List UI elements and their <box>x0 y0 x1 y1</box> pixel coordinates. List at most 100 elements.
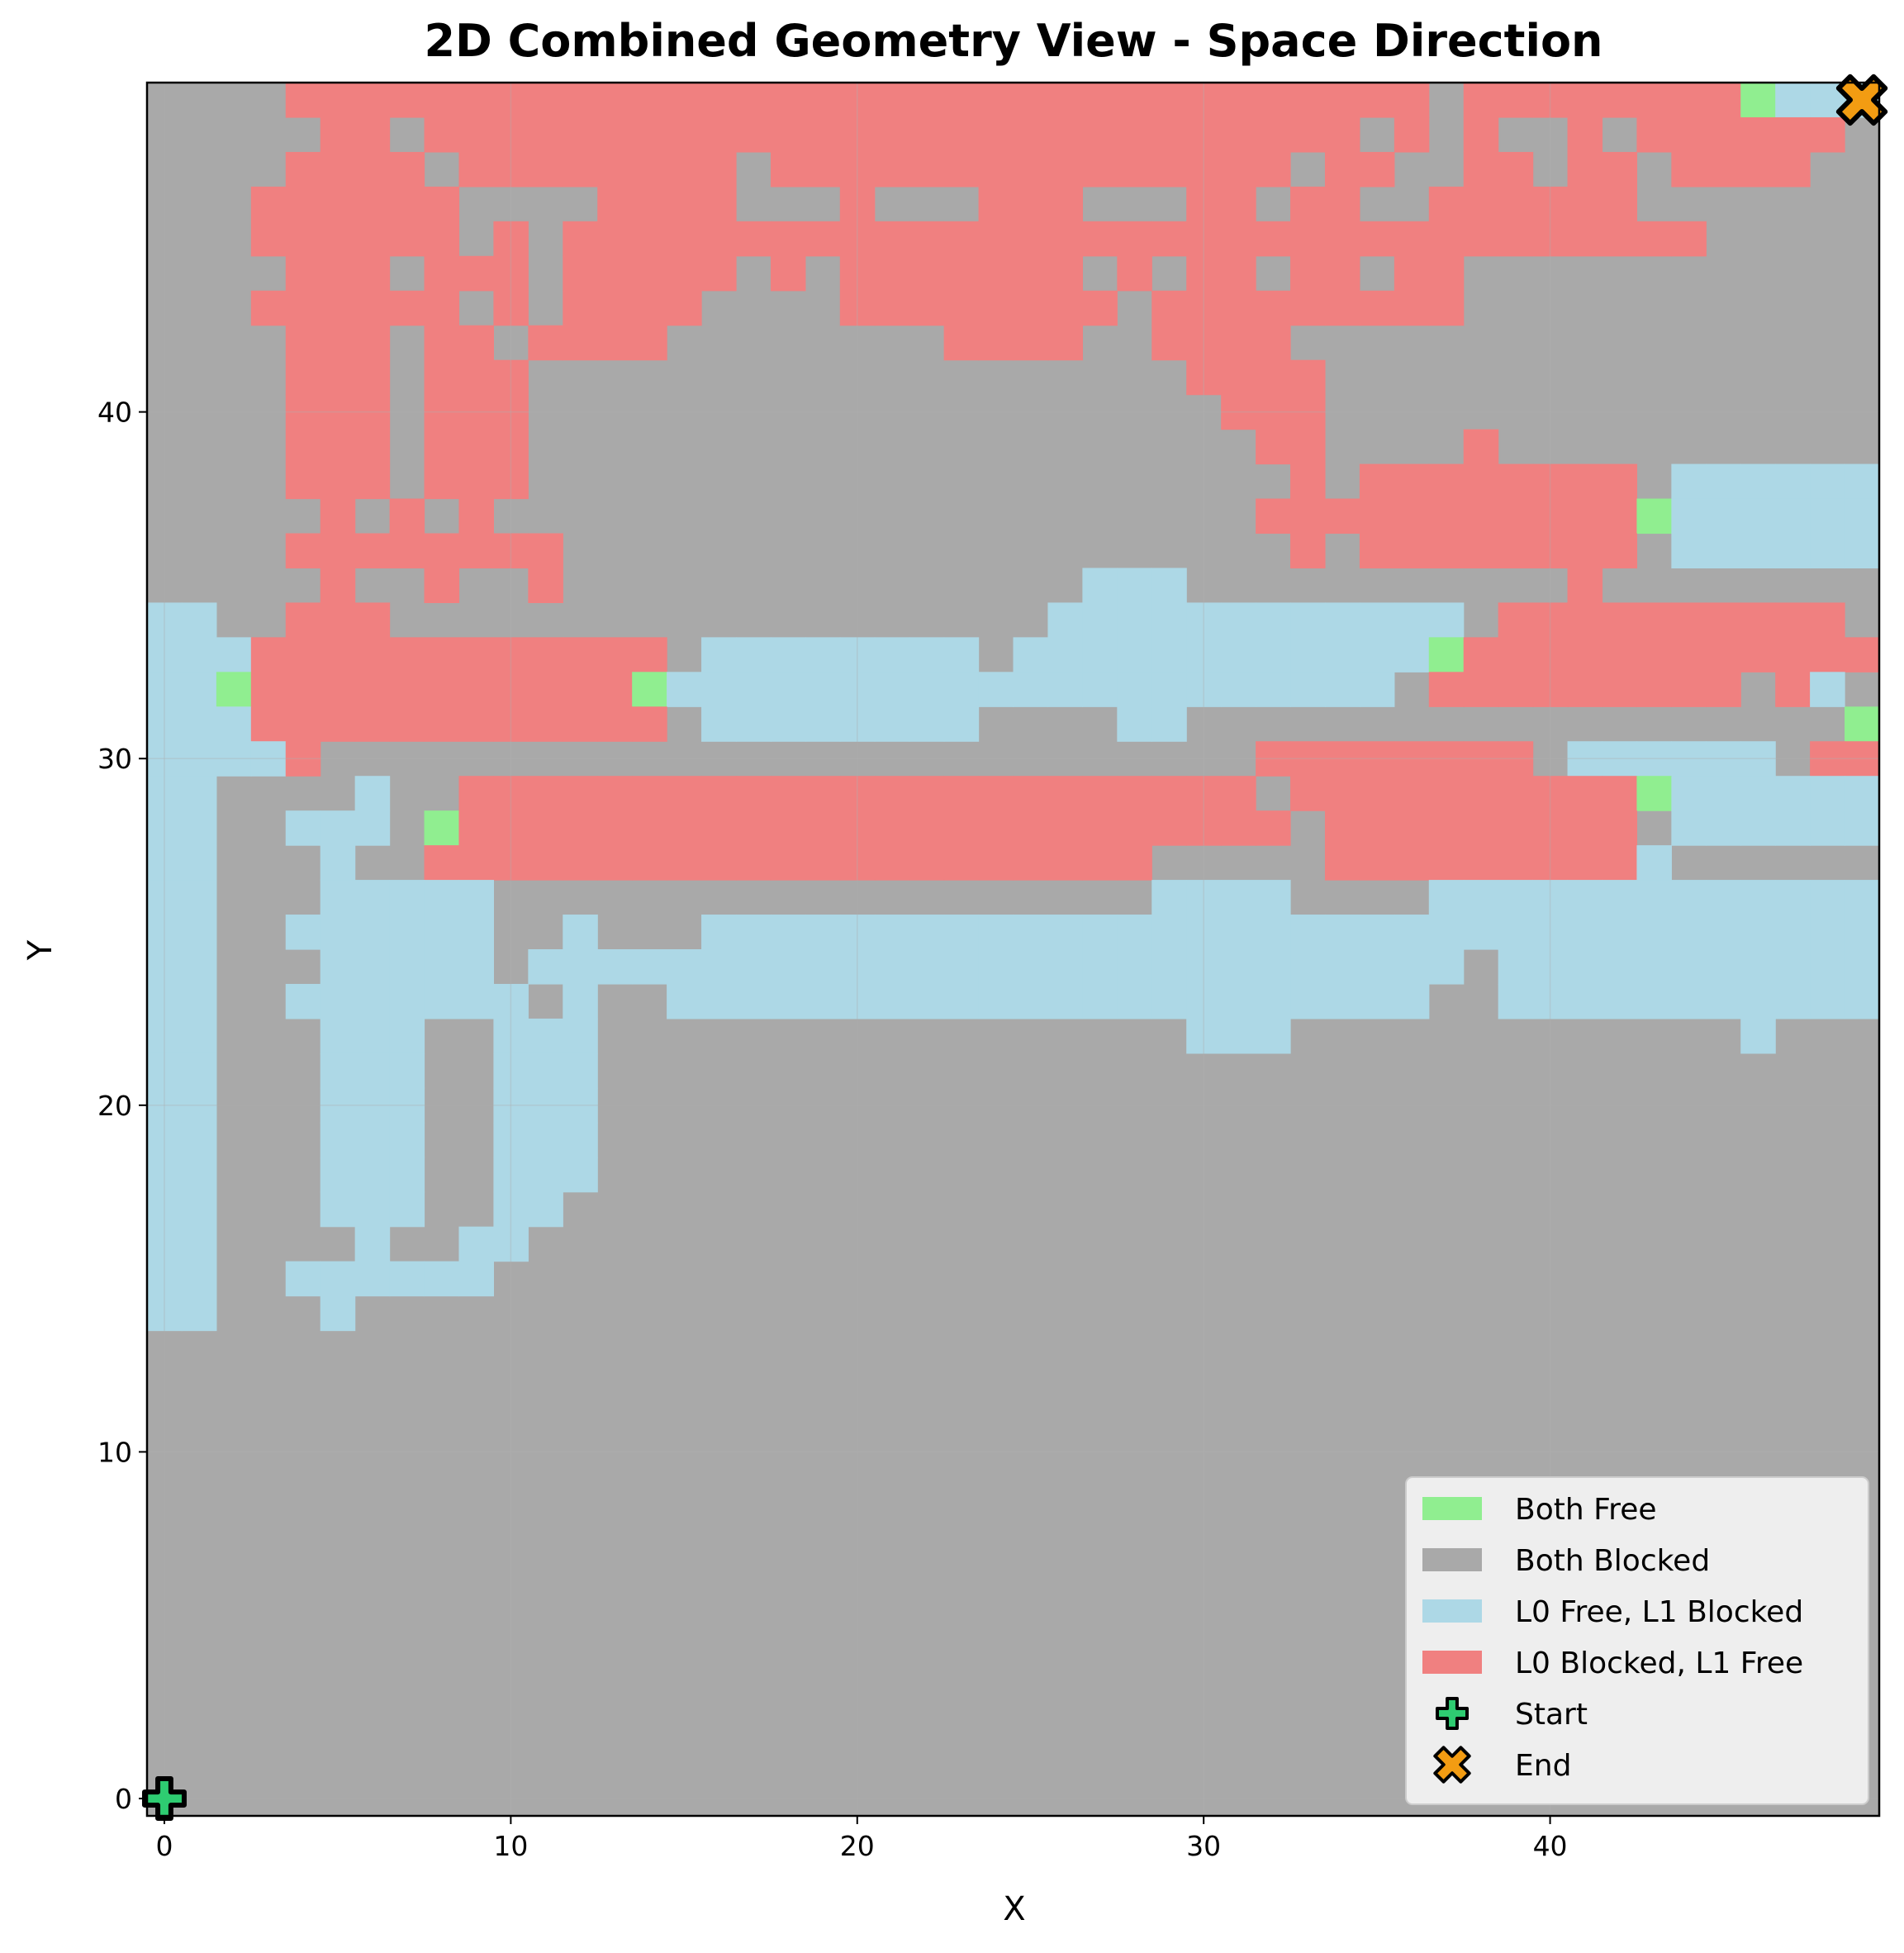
grid-cell <box>1047 637 1083 672</box>
grid-cell <box>1567 845 1603 881</box>
grid-cell <box>667 151 702 188</box>
grid-cell <box>1428 533 1465 569</box>
grid-cell <box>1256 1018 1291 1054</box>
grid-cell <box>1151 880 1187 915</box>
grid-cell <box>563 255 598 292</box>
grid-cell <box>493 983 529 1019</box>
grid-cell <box>181 915 217 950</box>
grid-cell <box>1602 221 1638 257</box>
grid-cell <box>1221 637 1256 672</box>
grid-cell <box>320 290 356 326</box>
grid-cell <box>1013 290 1049 326</box>
grid-cell <box>1221 394 1256 430</box>
grid-cell <box>978 325 1014 361</box>
grid-cell <box>1359 533 1395 569</box>
grid-cell <box>1810 602 1845 638</box>
grid-cell <box>563 116 598 153</box>
grid-cell <box>1082 568 1118 603</box>
grid-cell <box>909 776 945 811</box>
grid-cell <box>320 221 356 257</box>
grid-cell <box>1740 741 1776 777</box>
grid-cell <box>320 1053 356 1089</box>
grid-cell <box>701 221 737 257</box>
grid-cell <box>528 116 563 153</box>
grid-cell <box>1775 983 1811 1019</box>
grid-cell <box>1221 880 1256 915</box>
grid-cell <box>1324 83 1360 118</box>
grid-cell <box>1151 637 1187 672</box>
grid-cell <box>1532 602 1569 638</box>
grid-cell <box>632 83 667 118</box>
grid-cell <box>701 83 737 118</box>
grid-cell <box>1463 463 1499 500</box>
grid-cell <box>1810 741 1845 777</box>
grid-cell <box>1117 983 1152 1019</box>
grid-cell <box>1151 151 1187 188</box>
grid-cell <box>909 949 945 985</box>
grid-cell <box>1428 880 1465 915</box>
grid-cell <box>1775 672 1811 707</box>
grid-cell <box>1186 776 1222 811</box>
grid-cell <box>1186 359 1222 396</box>
grid-cell <box>1602 186 1638 222</box>
x-axis-label: X <box>1003 1890 1025 1928</box>
grid-cell <box>354 983 391 1019</box>
grid-cell <box>909 810 945 846</box>
grid-cell <box>978 845 1014 881</box>
grid-cell <box>1047 983 1083 1019</box>
x-tick-label: 30 <box>1186 1830 1221 1862</box>
grid-cell <box>320 915 356 950</box>
grid-cell <box>1636 915 1672 950</box>
grid-cell <box>1221 151 1256 188</box>
grid-cell <box>597 290 633 326</box>
grid-cell <box>1463 533 1499 569</box>
grid-cell <box>563 151 598 188</box>
grid-cell <box>1290 776 1326 811</box>
grid-cell <box>667 983 702 1019</box>
grid-cell <box>354 429 391 465</box>
grid-cell <box>1636 116 1672 153</box>
grid-cell <box>1117 221 1152 257</box>
grid-cell <box>1324 741 1360 777</box>
grid-cell <box>354 1191 391 1228</box>
grid-cell <box>354 221 391 257</box>
grid-cell <box>1394 255 1430 292</box>
grid-cell <box>1671 116 1707 153</box>
grid-cell <box>1186 290 1222 326</box>
grid-cell <box>563 1122 598 1158</box>
grid-cell <box>839 290 876 326</box>
grid-cell <box>1047 151 1083 188</box>
grid-cell <box>632 637 667 672</box>
grid-cell <box>1013 672 1049 707</box>
legend-label: L0 Free, L1 Blocked <box>1515 1595 1803 1629</box>
grid-cell <box>563 1053 598 1089</box>
grid-cell <box>1602 741 1638 777</box>
grid-cell <box>563 845 598 881</box>
grid-cell <box>320 325 356 361</box>
grid-cell <box>458 498 494 535</box>
grid-cell <box>1671 810 1707 846</box>
grid-cell <box>250 637 287 672</box>
grid-cell <box>1256 983 1291 1019</box>
grid-cell <box>458 325 494 361</box>
grid-cell <box>563 915 598 950</box>
grid-cell <box>458 983 494 1019</box>
legend-swatch <box>1422 1548 1482 1571</box>
grid-cell <box>943 325 980 361</box>
grid-cell <box>250 706 287 742</box>
grid-cell <box>181 706 217 742</box>
grid-cell <box>1567 983 1603 1019</box>
grid-cell <box>285 533 321 569</box>
grid-cell <box>389 706 425 742</box>
y-axis-label: Y <box>21 939 59 961</box>
grid-cell <box>563 706 598 742</box>
grid-cell <box>1151 810 1187 846</box>
grid-cell <box>354 325 391 361</box>
grid-cell <box>1567 602 1603 638</box>
grid-cell <box>1810 880 1845 915</box>
legend-swatch <box>1422 1497 1482 1520</box>
chart-title: 2D Combined Geometry View - Space Direct… <box>424 15 1602 67</box>
x-tick-label: 10 <box>493 1830 528 1862</box>
grid-cell <box>354 359 391 396</box>
grid-cell <box>1324 602 1360 638</box>
